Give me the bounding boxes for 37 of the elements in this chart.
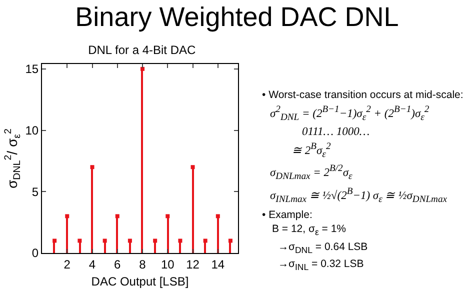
text: 0111… 1000… xyxy=(301,125,371,140)
point xyxy=(153,238,158,243)
y-tick-label: 0 xyxy=(32,246,39,260)
point xyxy=(90,165,94,170)
point xyxy=(166,214,170,218)
point xyxy=(78,238,82,243)
text: →σ$_{DNL}$ = 0.64 LSB xyxy=(277,240,369,257)
text: σ$_{DNLmax}$ = 2$^{B/2}$σ$_{ε}$ xyxy=(269,162,354,184)
point xyxy=(178,238,182,243)
text: σ$_{INLmax}$ ≅ ½√(2$^{B}$−1) σ$_{ε}$ ≅ ½σ$_{DNLmax}$ xyxy=(269,184,448,207)
point xyxy=(203,238,208,243)
x-tick-label: 12 xyxy=(186,257,200,272)
x-tick-label: 14 xyxy=(211,257,225,272)
point xyxy=(52,238,57,243)
point xyxy=(216,214,220,218)
point xyxy=(140,66,145,71)
x-axis-title: DAC Output [LSB] xyxy=(91,274,189,288)
x-tick-label: 2 xyxy=(64,257,71,272)
text: B = 12, σ$_{ε}$ = 1% xyxy=(271,222,348,240)
chart-title: Binary Weighted DAC DNL xyxy=(74,2,400,33)
point xyxy=(102,238,107,243)
point xyxy=(65,214,70,218)
y-tick-label: 10 xyxy=(25,123,39,138)
text: • Worst-case transition occurs at mid-scale: xyxy=(262,88,464,102)
text: • Example: xyxy=(262,208,314,222)
chart-subtitle: DNL for a 4-Bit DAC xyxy=(88,43,196,58)
point xyxy=(190,165,195,170)
text: →σ$_{INL}$ = 0.32 LSB xyxy=(277,257,365,274)
x-tick-label: 10 xyxy=(160,257,175,272)
y-tick-label: 15 xyxy=(25,62,39,76)
point xyxy=(128,238,132,243)
x-tick-label: 8 xyxy=(139,257,146,272)
y-tick-label: 5 xyxy=(32,184,39,199)
point xyxy=(228,238,232,243)
point xyxy=(115,214,120,218)
x-tick-label: 4 xyxy=(88,257,96,272)
x-tick-label: 6 xyxy=(114,257,122,272)
